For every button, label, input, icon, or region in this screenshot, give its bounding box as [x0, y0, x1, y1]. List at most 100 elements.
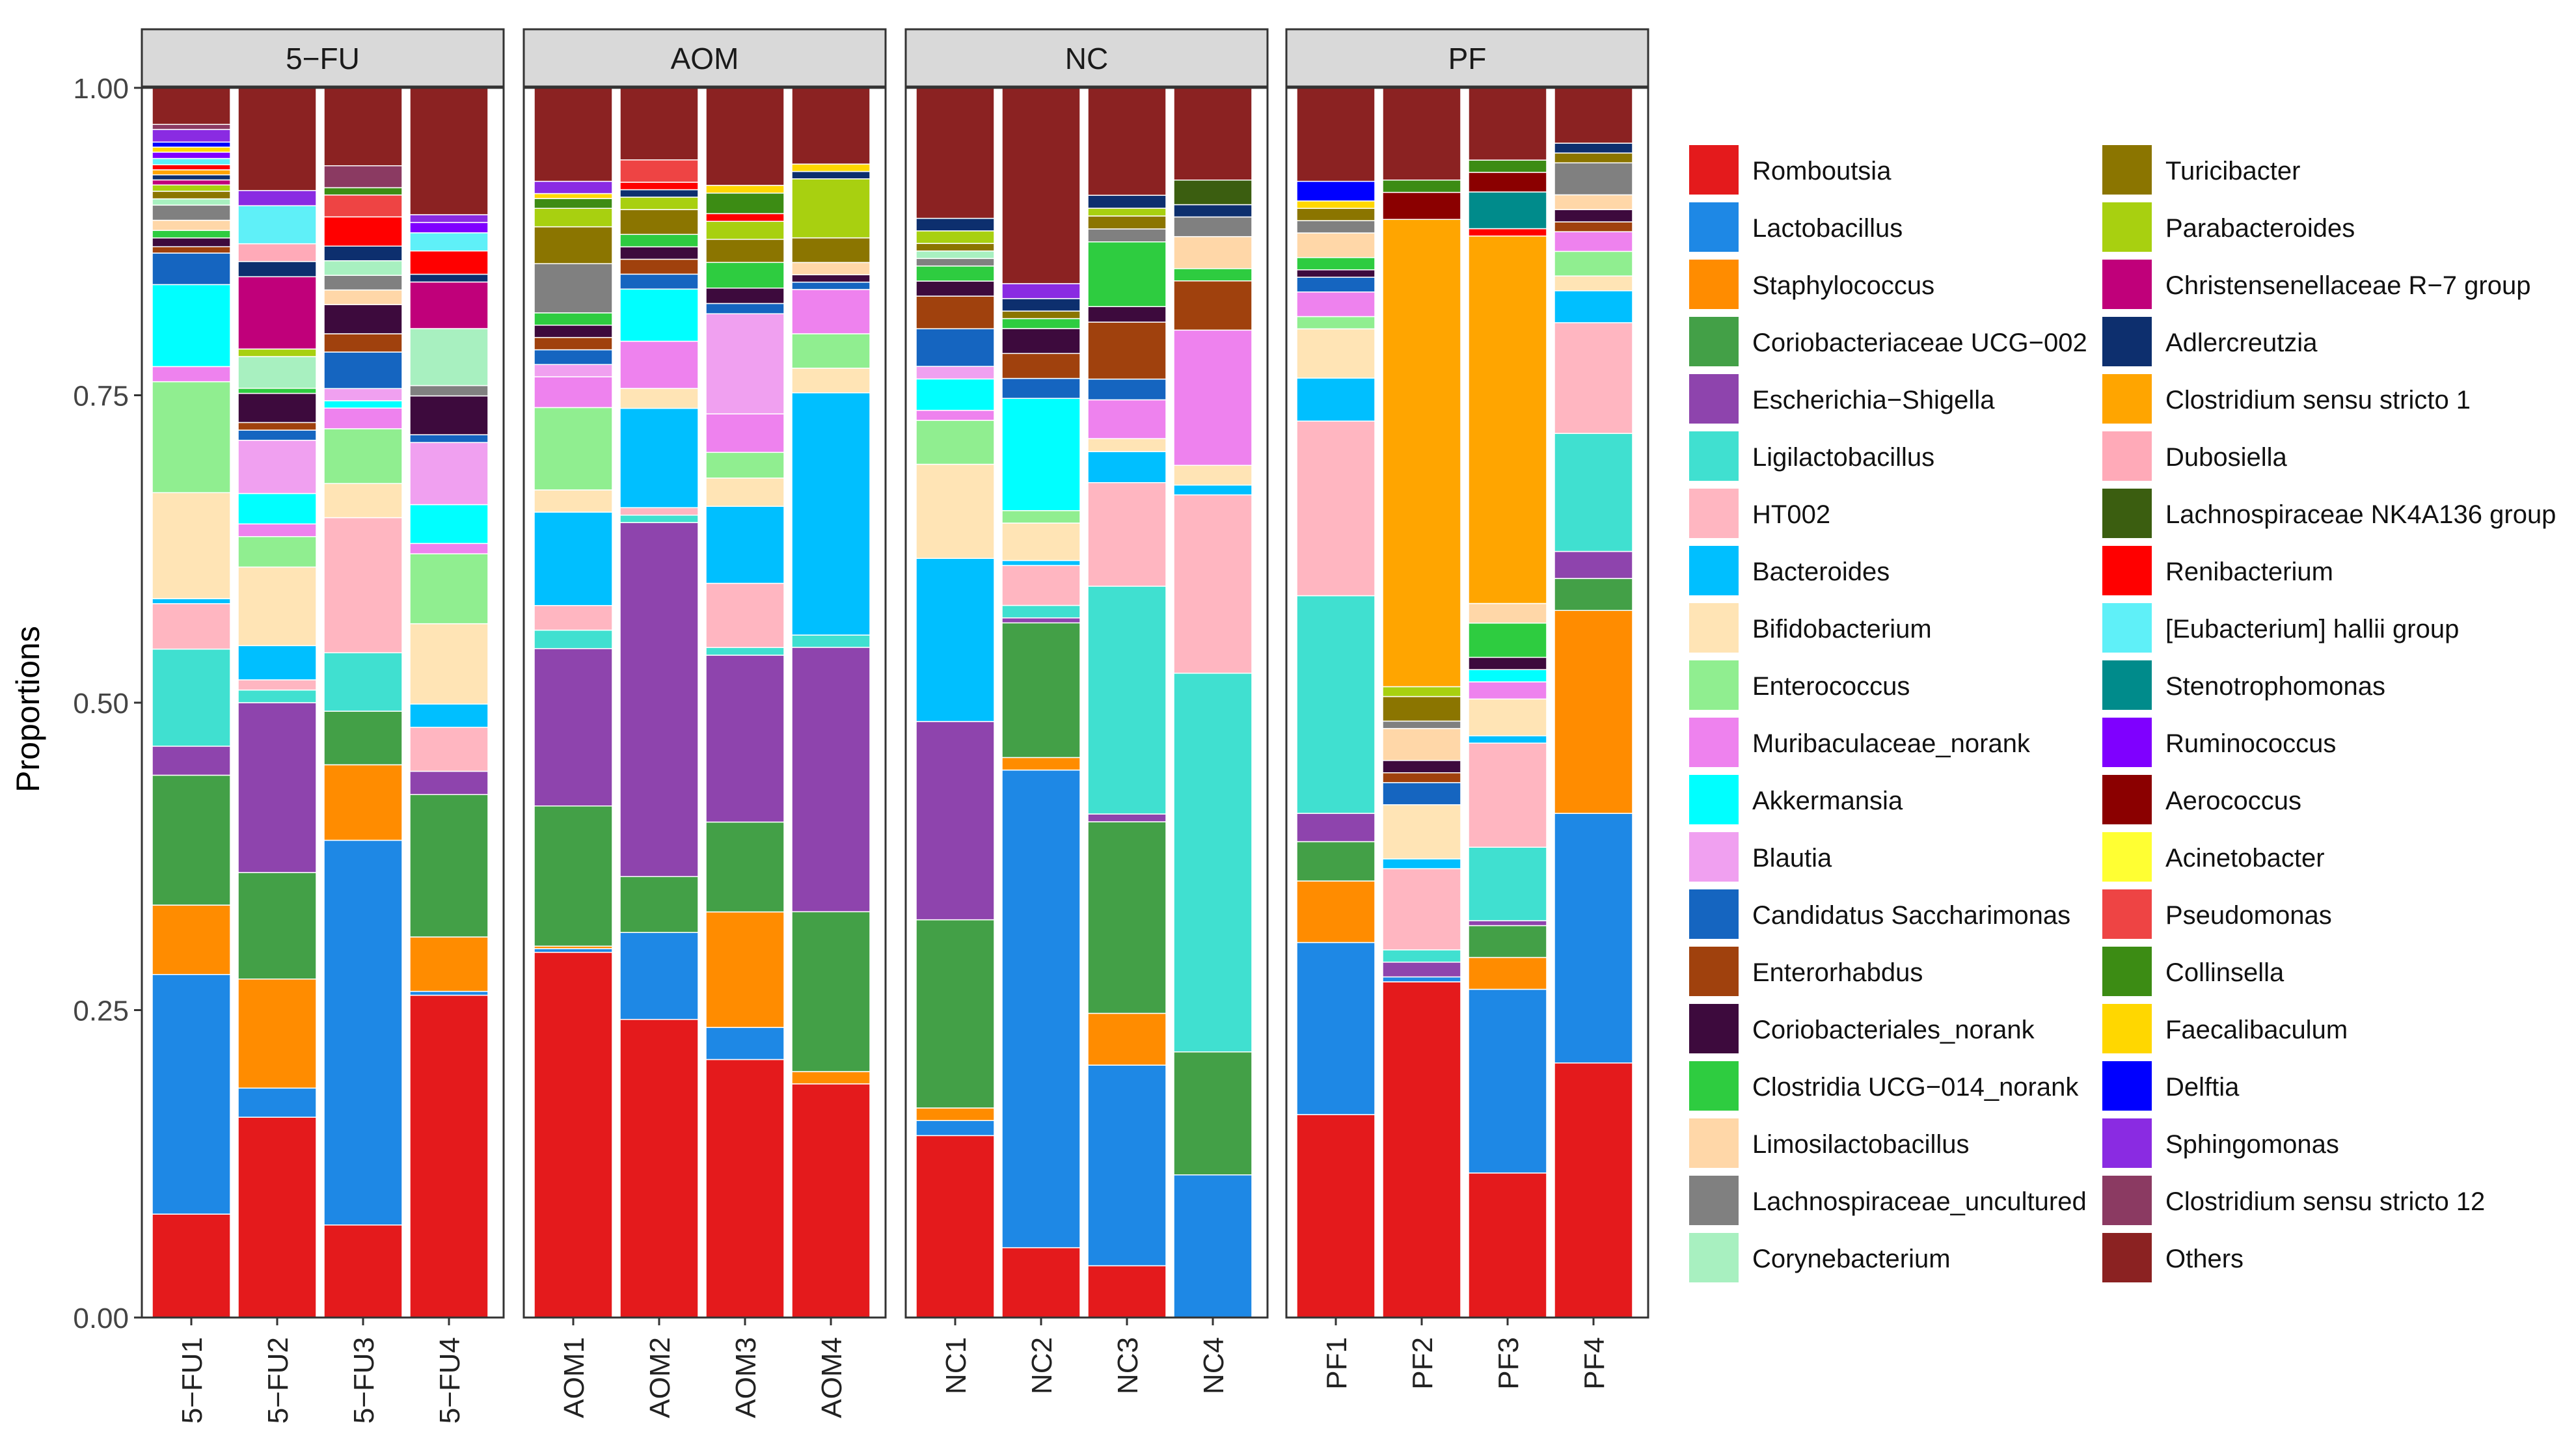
bar-segment: Escherichia−Shigella [409, 770, 489, 796]
legend-swatch [2101, 774, 2153, 826]
bar-segment: Lachnospiraceae_uncultured [1296, 220, 1376, 234]
bar-segment: Lachnospiraceae_uncultured [915, 258, 995, 267]
bar-segment: Blautia [237, 439, 317, 494]
bar-segment: Lachnospiraceae NK4A136 group [1173, 180, 1253, 206]
bar-segment: Renibacterium [409, 250, 489, 275]
bar-segment: Enterorhabdus [323, 333, 403, 353]
bar-segment: HT002 [1296, 420, 1376, 597]
bar-segment: Bifidobacterium [323, 483, 403, 519]
facet-strip-label: PF [1448, 42, 1487, 75]
legend-label: Others [2165, 1245, 2244, 1273]
legend-item: Sphingomonas [2101, 1117, 2339, 1169]
bar-segment: Sphingomonas [409, 214, 489, 223]
bar-segment: Coriobacteriales_norank [791, 274, 871, 283]
bar-segment: Lactobacillus [1296, 941, 1376, 1115]
bar-segment: Muribaculaceae_norank [409, 543, 489, 554]
legend-label: Delftia [2165, 1073, 2240, 1102]
legend-swatch [1688, 659, 1740, 711]
legend-item: HT002 [1688, 487, 1830, 539]
bar-segment: Escherichia−Shigella [1001, 617, 1081, 624]
legend-label: Dubosiella [2165, 443, 2288, 472]
bar-segment: Delftia [152, 141, 231, 148]
bar-segment: Romboutsia [915, 1135, 995, 1318]
bar-segment: Escherichia−Shigella [1554, 550, 1633, 579]
legend-label: Clostridia UCG−014_norank [1752, 1073, 2079, 1102]
bar-segment: Enterococcus [323, 428, 403, 484]
bar-segment: Bacteroides [1382, 858, 1461, 869]
x-tick-label: AOM4 [816, 1337, 848, 1418]
legend-swatch [2101, 1117, 2153, 1169]
bar-segment: Faecalibaculum [152, 146, 231, 153]
bar-segment: Limosilactobacillus [1173, 236, 1253, 269]
legend-label: HT002 [1752, 500, 1830, 529]
legend-swatch [2101, 716, 2153, 768]
bar-segment: Escherichia−Shigella [534, 648, 613, 807]
bar-segment: Candidatus Saccharimonas [237, 429, 317, 441]
bar-segment: Ligilactobacillus [534, 629, 613, 649]
bar-segment: Staphylococcus [152, 904, 231, 975]
bar-segment: Enterorhabdus [1382, 772, 1461, 783]
bar-segment: Faecalibaculum [1296, 200, 1376, 209]
y-tick-label: 1.00 [73, 73, 129, 105]
bar-segment: Coriobacteriaceae UCG−002 [619, 876, 699, 933]
bar-stack: RomboutsiaLactobacillusStaphylococcusCor… [152, 87, 231, 1318]
bar-segment: Blautia [409, 442, 489, 506]
bar-segment: Limosilactobacillus [791, 262, 871, 276]
panel-border [522, 87, 887, 1319]
bar-segment: Sphingomonas [152, 129, 231, 143]
bar-segment: Lachnospiraceae_uncultured [1382, 720, 1461, 729]
bar-segment: Muribaculaceae_norank [619, 340, 699, 389]
bar-segment: Candidatus Saccharimonas [1001, 377, 1081, 399]
bar-segment: Parabacteroides [152, 184, 231, 192]
bar-segment: Enterorhabdus [534, 336, 613, 351]
legend-swatch [2101, 373, 2153, 425]
bar-segment: Parabacteroides [237, 348, 317, 357]
bar-stack: RomboutsiaLactobacillusStaphylococcusCor… [1296, 87, 1376, 1318]
bar-segment: Others [237, 87, 317, 191]
legend: Romboutsia Lactobacillus Staphylococcus Cor… [1688, 144, 2556, 1284]
bar-segment: Clostridium sensu stricto 12 [152, 124, 231, 130]
bar-segment: Akkermansia [1468, 669, 1547, 683]
bar-segment: Turicibacter [1087, 215, 1167, 230]
legend-item: Acinetobacter [2101, 831, 2325, 883]
bar-segment: Coriobacteriales_norank [915, 280, 995, 297]
bar-segment: Ruminococcus [409, 222, 489, 234]
bar-segment: Staphylococcus [237, 979, 317, 1089]
bar-segment: Muribaculaceae_norank [1554, 231, 1633, 252]
bar-segment: Escherichia−Shigella [237, 702, 317, 873]
bar-stack: LactobacillusCoriobacteriaceae UCG−002Li… [1173, 87, 1253, 1318]
bar-segment: Staphylococcus [915, 1107, 995, 1121]
legend-swatch [2101, 602, 2153, 654]
legend-label: Adlercreutzia [2165, 329, 2318, 357]
x-tick-label: PF4 [1579, 1337, 1610, 1390]
x-tick-label: AOM3 [730, 1337, 762, 1418]
panel-border [904, 87, 1269, 1319]
legend-item: Renibacterium [2101, 545, 2333, 597]
bar-segment: Romboutsia [619, 1019, 699, 1318]
facet-strip-label: NC [1065, 42, 1108, 75]
bar-segment: Escherichia−Shigella [1087, 813, 1167, 822]
bar-segment: Renibacterium [705, 213, 785, 222]
legend-item: Coriobacteriales_norank [1688, 1003, 2035, 1055]
bar-segment: Coriobacteriaceae UCG−002 [1554, 578, 1633, 611]
bar-stack: RomboutsiaLactobacillusStaphylococcusCor… [705, 87, 785, 1318]
legend-label: Enterococcus [1752, 672, 1910, 701]
bar-segment: Others [534, 87, 613, 182]
bar-segment: Romboutsia [152, 1213, 231, 1318]
legend-item: Turicibacter [2101, 144, 2300, 196]
legend-label: Candidatus Saccharimonas [1752, 901, 2070, 930]
bar-segment: Escherichia−Shigella [1382, 962, 1461, 978]
bar-segment: Ligilactobacillus [791, 634, 871, 648]
bar-segment: HT002 [323, 517, 403, 654]
bar-segment: Clostridium sensu stricto 1 [152, 169, 231, 176]
bar-segment: Bacteroides [534, 511, 613, 606]
bar-segment: Enterococcus [1554, 250, 1633, 277]
bar-segment: Bacteroides [1554, 290, 1633, 323]
bar-segment: Limosilactobacillus [1468, 602, 1547, 624]
bar-segment: Adlercreutzia [409, 273, 489, 283]
bar-segment: Limosilactobacillus [323, 289, 403, 305]
y-axis-label: Proportions [10, 626, 46, 792]
bar-segment: Muribaculaceae_norank [323, 407, 403, 429]
bar-stack: RomboutsiaLactobacillusStaphylococcusCor… [1087, 87, 1167, 1318]
bar-segment: HT002 [1173, 494, 1253, 674]
